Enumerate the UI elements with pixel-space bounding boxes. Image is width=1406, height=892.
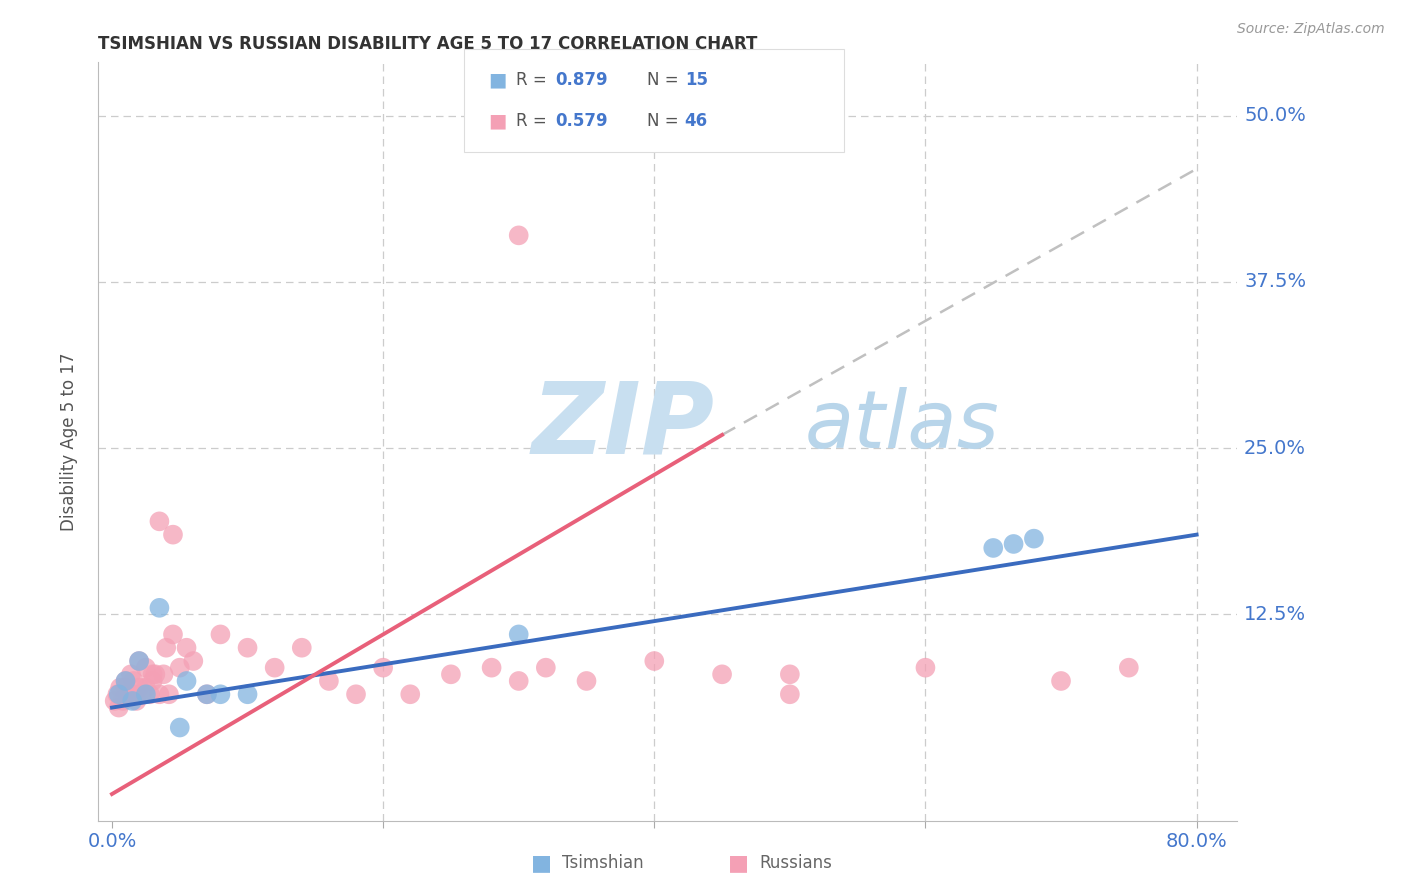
Point <box>162 527 184 541</box>
Text: Tsimshian: Tsimshian <box>562 855 644 872</box>
Point <box>157 687 180 701</box>
Text: ■: ■ <box>488 70 506 89</box>
Text: 0.579: 0.579 <box>555 112 607 130</box>
Point <box>1118 661 1140 675</box>
Point <box>643 654 665 668</box>
Point <box>152 667 174 681</box>
Point <box>318 673 340 688</box>
Point <box>981 541 1004 555</box>
Text: TSIMSHIAN VS RUSSIAN DISABILITY AGE 5 TO 17 CORRELATION CHART: TSIMSHIAN VS RUSSIAN DISABILITY AGE 5 TO… <box>98 35 758 53</box>
Point <box>148 600 170 615</box>
Point <box>575 673 598 688</box>
Point <box>399 687 422 701</box>
Point <box>131 687 153 701</box>
Point <box>508 228 530 243</box>
Point <box>114 681 136 695</box>
Point <box>779 667 801 681</box>
Text: N =: N = <box>647 112 683 130</box>
Point <box>142 673 165 688</box>
Point <box>135 681 157 695</box>
Point <box>128 654 150 668</box>
Point <box>142 667 165 681</box>
Point <box>121 694 143 708</box>
Point <box>111 694 134 708</box>
Text: ■: ■ <box>488 112 506 130</box>
Point <box>145 667 167 681</box>
Point <box>122 673 145 688</box>
Text: N =: N = <box>647 70 683 88</box>
Text: 12.5%: 12.5% <box>1244 605 1306 624</box>
Point <box>148 687 170 701</box>
Point <box>534 661 557 675</box>
Point <box>481 661 503 675</box>
Point <box>108 681 131 695</box>
Text: atlas: atlas <box>804 387 1000 466</box>
Text: R =: R = <box>516 70 553 88</box>
Point <box>1050 673 1073 688</box>
Text: ZIP: ZIP <box>531 378 714 475</box>
Y-axis label: Disability Age 5 to 17: Disability Age 5 to 17 <box>59 352 77 531</box>
Point <box>508 673 530 688</box>
Point <box>107 687 129 701</box>
Point <box>914 661 936 675</box>
Point <box>125 694 148 708</box>
Point <box>162 627 184 641</box>
Text: 37.5%: 37.5% <box>1244 272 1306 292</box>
Text: 46: 46 <box>685 112 707 130</box>
Point <box>371 661 394 675</box>
Text: 50.0%: 50.0% <box>1244 106 1306 125</box>
Text: 0.879: 0.879 <box>555 70 607 88</box>
Point <box>344 687 367 701</box>
Point <box>779 687 801 701</box>
Point <box>236 687 259 701</box>
Point <box>176 640 198 655</box>
Point <box>169 661 191 675</box>
Point <box>711 667 734 681</box>
Point <box>195 687 218 701</box>
Point <box>135 661 157 675</box>
Point <box>128 681 150 695</box>
Point <box>209 687 232 701</box>
Point <box>440 667 463 681</box>
Point <box>209 627 232 641</box>
Point <box>139 687 162 701</box>
Point <box>183 654 205 668</box>
Point <box>120 667 142 681</box>
Point <box>1002 537 1025 551</box>
Point <box>176 673 198 688</box>
Point <box>117 687 139 701</box>
Point <box>135 687 157 701</box>
Point <box>169 721 191 735</box>
Text: R =: R = <box>516 112 553 130</box>
Text: 25.0%: 25.0% <box>1244 439 1306 458</box>
Point <box>195 687 218 701</box>
Point <box>263 661 285 675</box>
Text: ■: ■ <box>728 854 748 873</box>
Point <box>107 687 129 701</box>
Point <box>1022 532 1045 546</box>
Point <box>114 673 136 688</box>
Text: Source: ZipAtlas.com: Source: ZipAtlas.com <box>1237 22 1385 37</box>
Text: 15: 15 <box>685 70 707 88</box>
Point <box>121 687 143 701</box>
Point <box>155 640 177 655</box>
Point <box>104 694 127 708</box>
Text: Russians: Russians <box>759 855 832 872</box>
Point <box>291 640 314 655</box>
Point <box>236 640 259 655</box>
Point <box>114 673 136 688</box>
Point <box>148 514 170 528</box>
Point <box>508 627 530 641</box>
Point <box>128 654 150 668</box>
Point <box>107 700 129 714</box>
Text: ■: ■ <box>531 854 551 873</box>
